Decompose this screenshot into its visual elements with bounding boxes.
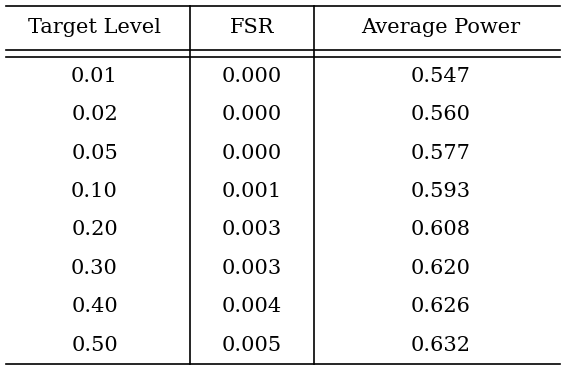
- Text: 0.004: 0.004: [222, 297, 282, 316]
- Text: 0.20: 0.20: [71, 221, 118, 239]
- Text: 0.30: 0.30: [71, 259, 118, 278]
- Text: 0.000: 0.000: [222, 67, 282, 86]
- Text: 0.560: 0.560: [410, 105, 470, 124]
- Text: 0.620: 0.620: [410, 259, 470, 278]
- Text: 0.626: 0.626: [410, 297, 470, 316]
- Text: Average Power: Average Power: [361, 18, 520, 37]
- Text: 0.593: 0.593: [410, 182, 470, 201]
- Text: 0.40: 0.40: [71, 297, 118, 316]
- Text: 0.01: 0.01: [71, 67, 118, 86]
- Text: 0.50: 0.50: [71, 336, 118, 355]
- Text: 0.547: 0.547: [410, 67, 470, 86]
- Text: FSR: FSR: [230, 18, 274, 37]
- Text: 0.577: 0.577: [410, 144, 470, 163]
- Text: 0.608: 0.608: [410, 221, 470, 239]
- Text: 0.632: 0.632: [410, 336, 470, 355]
- Text: 0.001: 0.001: [222, 182, 282, 201]
- Text: 0.02: 0.02: [71, 105, 118, 124]
- Text: 0.10: 0.10: [71, 182, 118, 201]
- Text: Target Level: Target Level: [28, 18, 161, 37]
- Text: 0.003: 0.003: [222, 221, 282, 239]
- Text: 0.003: 0.003: [222, 259, 282, 278]
- Text: 0.05: 0.05: [71, 144, 118, 163]
- Text: 0.000: 0.000: [222, 144, 282, 163]
- Text: 0.005: 0.005: [222, 336, 282, 355]
- Text: 0.000: 0.000: [222, 105, 282, 124]
